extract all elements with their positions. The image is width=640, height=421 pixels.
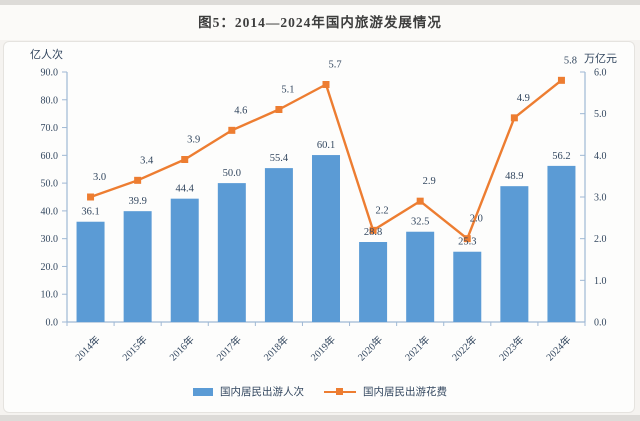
line-marker-2024年 bbox=[557, 76, 565, 84]
right-axis-tick-label: 4.0 bbox=[594, 151, 607, 162]
x-axis-category-label: 2017年 bbox=[214, 333, 244, 363]
left-axis-tick-label: 80.0 bbox=[41, 95, 59, 106]
title-band bbox=[0, 5, 640, 40]
x-axis-category-label: 2015年 bbox=[119, 333, 149, 363]
chart-title: 图5：2014—2024年国内旅游发展情况 bbox=[198, 15, 442, 30]
x-axis-category-label: 2020年 bbox=[355, 333, 385, 363]
x-axis-category-label: 2021年 bbox=[402, 333, 432, 363]
page-edge-shadow-top bbox=[0, 0, 640, 5]
left-axis-tick-label: 50.0 bbox=[41, 179, 59, 190]
legend-bar-label: 国内居民出游人次 bbox=[220, 387, 304, 398]
bar-data-label: 28.8 bbox=[364, 227, 382, 238]
legend: 国内居民出游人次 国内居民出游花费 bbox=[0, 384, 640, 399]
left-axis-unit-label: 亿人次 bbox=[30, 49, 63, 61]
page-edge-shadow-bottom bbox=[0, 415, 640, 421]
right-axis-unit-label: 万亿元 bbox=[584, 53, 617, 65]
legend-line-marker-icon bbox=[336, 388, 343, 395]
line-data-label: 3.4 bbox=[140, 155, 154, 166]
bar-2017年 bbox=[217, 183, 246, 322]
line-data-label: 5.7 bbox=[328, 60, 341, 71]
x-axis-category-label: 2024年 bbox=[543, 333, 573, 363]
left-axis-tick-label: 70.0 bbox=[41, 123, 59, 134]
left-axis-tick-label: 0.0 bbox=[46, 318, 59, 329]
bar-2022年 bbox=[453, 251, 482, 322]
bar-2014年 bbox=[76, 221, 105, 322]
line-data-label: 2.9 bbox=[423, 176, 436, 187]
bar-2018年 bbox=[264, 168, 293, 322]
line-marker-2018年 bbox=[275, 106, 283, 113]
left-axis-tick-label: 60.0 bbox=[41, 151, 59, 162]
left-axis-tick-label: 40.0 bbox=[41, 206, 59, 217]
bar-data-label: 60.1 bbox=[317, 140, 335, 151]
bar-data-label: 48.9 bbox=[505, 171, 523, 182]
bar-2024年 bbox=[547, 165, 576, 322]
line-marker-2022年 bbox=[463, 235, 471, 243]
right-axis-tick-label: 5.0 bbox=[594, 109, 607, 120]
right-axis-tick-label: 0.0 bbox=[594, 318, 607, 329]
bar-data-label: 25.3 bbox=[458, 237, 476, 248]
x-axis-category-label: 2019年 bbox=[308, 333, 338, 363]
right-axis-tick-label: 3.0 bbox=[594, 193, 607, 204]
right-axis-tick-label: 6.0 bbox=[594, 68, 607, 79]
bar-data-label: 55.4 bbox=[270, 153, 289, 164]
bar-2015年 bbox=[123, 211, 152, 322]
line-marker-2016年 bbox=[181, 156, 189, 163]
left-axis-tick-label: 20.0 bbox=[41, 262, 59, 273]
line-data-label: 4.9 bbox=[517, 93, 530, 104]
bar-data-label: 36.1 bbox=[81, 207, 99, 218]
bar-data-label: 32.5 bbox=[411, 217, 429, 228]
line-marker-2020年 bbox=[369, 226, 377, 234]
bar-2016年 bbox=[170, 198, 199, 322]
line-marker-2019年 bbox=[322, 81, 330, 88]
line-marker-2023年 bbox=[510, 114, 518, 122]
bar-2020年 bbox=[359, 242, 388, 322]
legend-line-swatch bbox=[324, 387, 356, 396]
right-axis-tick-label: 2.0 bbox=[594, 234, 607, 245]
bar-data-label: 39.9 bbox=[128, 196, 146, 207]
right-axis-tick-label: 1.0 bbox=[594, 276, 607, 287]
x-axis-category-label: 2023年 bbox=[496, 333, 526, 363]
bar-2023年 bbox=[500, 186, 529, 322]
bar-2021年 bbox=[406, 231, 435, 322]
left-axis-tick-label: 30.0 bbox=[41, 234, 59, 245]
line-data-label: 3.9 bbox=[187, 135, 200, 146]
legend-line-label: 国内居民出游花费 bbox=[363, 387, 447, 398]
line-data-label: 5.1 bbox=[281, 85, 294, 96]
left-axis-tick-label: 90.0 bbox=[41, 68, 59, 79]
line-marker-2021年 bbox=[416, 197, 424, 205]
line-data-label: 5.8 bbox=[564, 55, 577, 66]
line-data-label: 2.2 bbox=[376, 205, 389, 216]
x-axis-category-label: 2016年 bbox=[166, 333, 196, 363]
legend-bar-swatch bbox=[193, 387, 213, 396]
line-marker-2017年 bbox=[228, 126, 236, 134]
line-data-label: 4.6 bbox=[234, 105, 247, 116]
x-axis-category-label: 2022年 bbox=[449, 333, 479, 363]
line-marker-2015年 bbox=[134, 176, 142, 184]
x-axis-category-label: 2018年 bbox=[261, 333, 291, 363]
line-data-label: 2.0 bbox=[470, 214, 483, 225]
bar-data-label: 50.0 bbox=[223, 168, 241, 179]
bar-data-label: 56.2 bbox=[552, 151, 570, 162]
line-marker-2014年 bbox=[87, 193, 95, 201]
line-data-label: 3.0 bbox=[93, 172, 106, 183]
bar-data-label: 44.4 bbox=[176, 184, 195, 195]
bar-2019年 bbox=[312, 155, 340, 322]
x-axis-category-label: 2014年 bbox=[72, 333, 102, 363]
left-axis-tick-label: 10.0 bbox=[41, 290, 59, 301]
